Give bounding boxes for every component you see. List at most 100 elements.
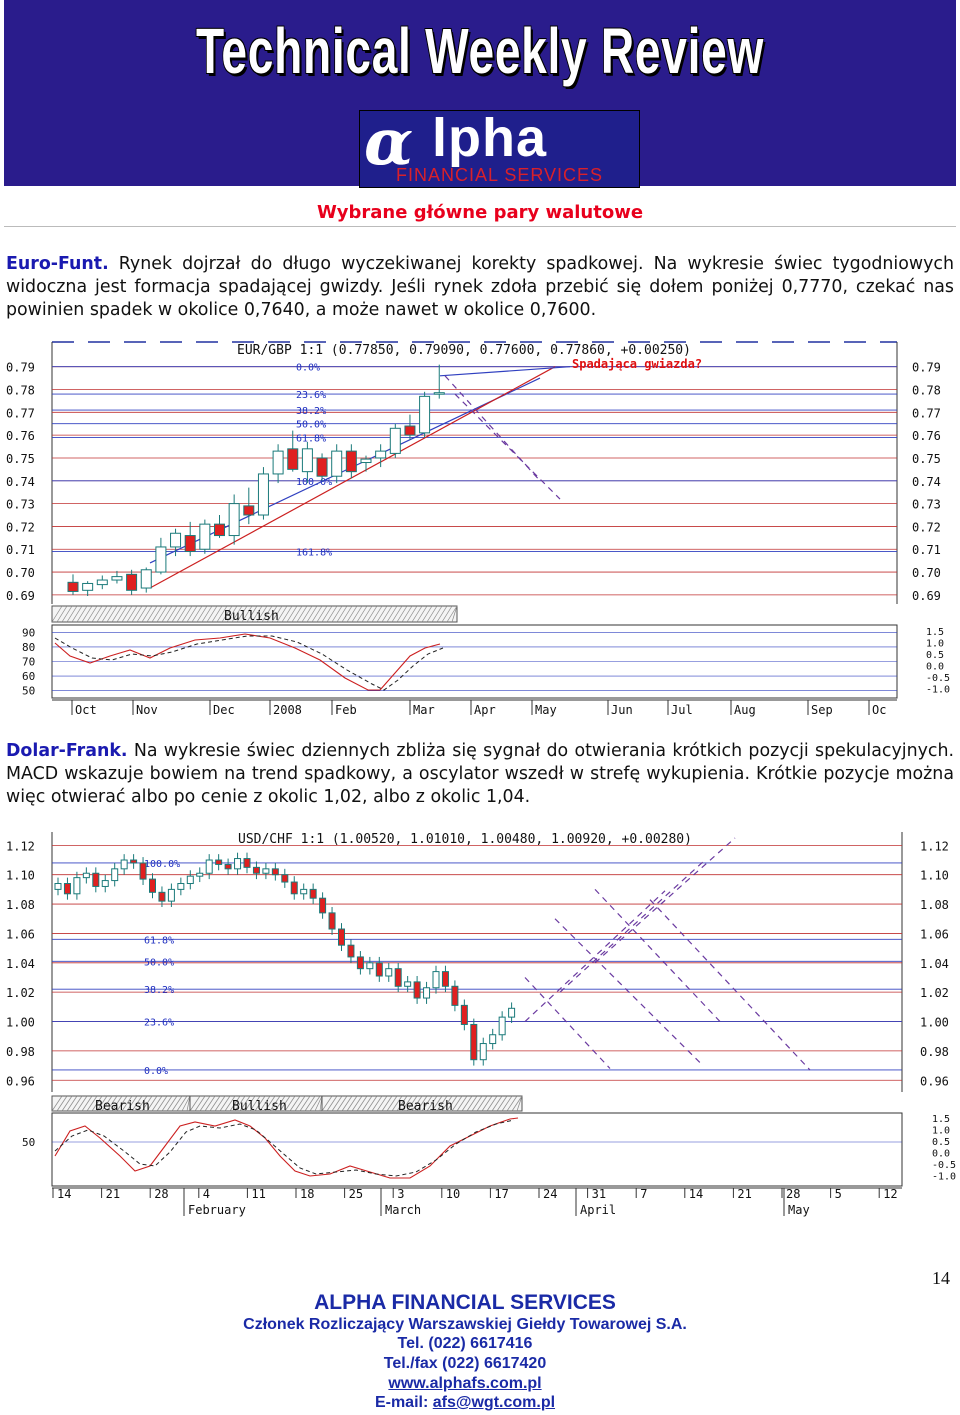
footer-fax: Tel./fax (022) 6617420 <box>383 1355 547 1372</box>
x-day-label: 10 <box>446 1187 460 1201</box>
candle-body <box>186 875 194 885</box>
bullish-band-hatch <box>66 605 78 623</box>
bullish-band-hatch <box>441 605 453 623</box>
bullish-band-hatch <box>239 1095 251 1112</box>
bullish-band-hatch <box>166 605 178 623</box>
bullish-band-hatch <box>234 1095 246 1112</box>
bullish-band-hatch <box>306 605 318 623</box>
bullish-band-hatch <box>176 605 188 623</box>
projection-line-5 <box>554 918 701 1064</box>
bullish-band-hatch <box>289 1095 301 1112</box>
y-tick-label-right: 0.96 <box>920 1074 949 1088</box>
bullish-band-hatch <box>209 1095 221 1112</box>
projection-line-2 <box>454 393 561 500</box>
email-link[interactable]: afs@wgt.com.pl <box>432 1394 556 1411</box>
candle-body <box>96 579 108 586</box>
x-day-label: 28 <box>154 1187 168 1201</box>
candle-body <box>155 546 167 573</box>
footer-web[interactable]: www.alphafs.com.pl <box>0 1375 930 1393</box>
bearish-band-1-hatch <box>131 1095 143 1112</box>
page-number: 14 <box>932 1268 950 1288</box>
candle-body <box>498 1016 506 1036</box>
bullish-band-hatch <box>61 605 73 623</box>
y-tick-label-right: 1.10 <box>920 869 949 883</box>
bullish-band-box <box>51 605 458 623</box>
osc-tick-label: 80 <box>22 641 35 654</box>
y-tick-label-right: 0.69 <box>912 589 941 603</box>
projection-line-1 <box>444 375 541 482</box>
x-day-label: 7 <box>640 1187 647 1201</box>
candle-body <box>389 427 401 454</box>
y-tick-label-left: 0.78 <box>6 384 35 398</box>
candle-body <box>385 968 393 977</box>
candle-body <box>272 450 284 475</box>
alpha-logo-symbol: α <box>364 105 414 180</box>
usdchf-chart: USD/CHF 1:1 (1.00520, 1.01010, 1.00480, … <box>6 832 956 1217</box>
bullish-band-hatch <box>116 605 128 623</box>
x-tick-label: Mar <box>413 703 435 717</box>
bearish-band-1-hatch <box>136 1095 148 1112</box>
bearish-band-2-hatch <box>481 1095 493 1112</box>
macd-tick-label: 0.0 <box>932 1149 950 1160</box>
bearish-band-1-hatch <box>101 1095 113 1112</box>
candle-body <box>196 872 204 877</box>
bearish-band-2-hatch <box>391 1095 403 1112</box>
bullish-band-hatch <box>249 1095 261 1112</box>
bullish-band-hatch <box>261 605 273 623</box>
candle-body <box>262 868 270 874</box>
bullish-band-hatch <box>296 605 308 623</box>
candle-body <box>139 862 147 880</box>
y-tick-label-right: 0.73 <box>912 498 941 512</box>
bullish-band-hatch <box>254 1095 266 1112</box>
x-day-label: 31 <box>592 1187 606 1201</box>
short-trendline <box>439 366 571 377</box>
chart-title: EUR/GBP 1:1 (0.77850, 0.79090, 0.77600, … <box>237 343 691 358</box>
y-tick-label-left: 1.10 <box>6 869 35 883</box>
candle-body <box>347 944 355 958</box>
bearish-label-1: Bearish <box>95 1099 150 1114</box>
x-day-label: 25 <box>349 1187 363 1201</box>
alpha-logo-subtitle: FINANCIAL SERVICES <box>395 165 604 185</box>
candle-body <box>214 523 225 537</box>
y-tick-label-left: 1.12 <box>6 839 35 853</box>
candle-body <box>360 458 372 464</box>
x-tick-label: Feb <box>335 703 357 717</box>
bullish-band-hatch <box>211 605 223 623</box>
candle-body <box>394 968 402 987</box>
candle-body <box>290 881 298 895</box>
fib-label: 61.8% <box>144 935 174 946</box>
candle-body <box>243 858 251 868</box>
oscillator-panel <box>51 1112 903 1187</box>
y-tick-label-right: 0.75 <box>912 452 941 466</box>
bullish-band-hatch <box>156 605 168 623</box>
osc-tick-label: 50 <box>22 1136 35 1149</box>
bullish-band-hatch <box>256 605 268 623</box>
bullish-band-hatch <box>229 1095 241 1112</box>
candle-body <box>356 956 364 970</box>
y-tick-label-left: 1.04 <box>6 957 35 971</box>
website-link[interactable]: www.alphafs.com.pl <box>388 1375 542 1392</box>
bearish-band-2-hatch <box>491 1095 503 1112</box>
osc-tick-label: 50 <box>22 685 35 698</box>
bullish-band-hatch <box>271 605 283 623</box>
bullish-band-hatch <box>76 605 88 623</box>
macd-tick-label: -0.5 <box>926 673 950 684</box>
x-day-label: 21 <box>737 1187 751 1201</box>
bullish-band-hatch <box>221 605 233 623</box>
bullish-band-hatch <box>446 605 458 623</box>
bearish-band-1-hatch <box>176 1095 188 1112</box>
bullish-band-hatch <box>199 1095 211 1112</box>
bearish-band-2-hatch <box>401 1095 413 1112</box>
bullish-band-hatch <box>301 605 313 623</box>
candle-body <box>167 888 175 902</box>
bullish-band-hatch <box>421 605 433 623</box>
fib-label: 50.0% <box>144 957 174 968</box>
bearish-band-1-hatch <box>76 1095 88 1112</box>
bullish-band-hatch <box>81 605 93 623</box>
bullish-label: Bullish <box>224 609 279 624</box>
bearish-band-2-hatch <box>326 1095 338 1112</box>
bullish-band-hatch <box>141 605 153 623</box>
candle-body <box>413 981 421 999</box>
y-tick-label-left: 0.75 <box>6 452 35 466</box>
candle-body <box>82 582 94 591</box>
